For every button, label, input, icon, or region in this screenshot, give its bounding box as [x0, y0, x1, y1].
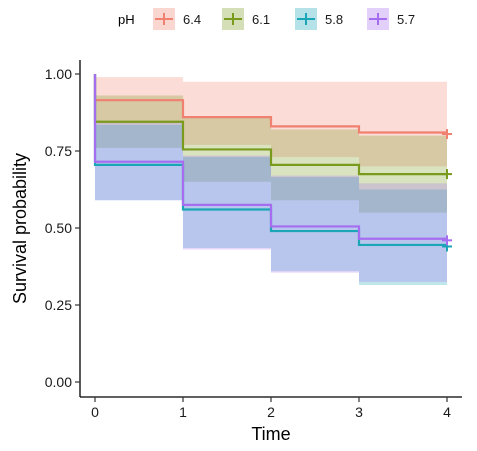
x-tick-label: 0 [91, 404, 99, 420]
curve-ph-6-1 [93, 74, 447, 176]
legend-title: pH [118, 12, 135, 27]
legend-label-ph-6-1: 6.1 [252, 12, 270, 27]
censor-marks [442, 129, 452, 252]
y-tick-label: 0.25 [45, 297, 72, 313]
legend-item-ph-6-4: 6.4 [153, 8, 201, 30]
legend: pH 6.4 6.1 5.8 5.7 [118, 8, 415, 30]
x-tick-label: 3 [355, 404, 363, 420]
y-tick-label: 1.00 [45, 66, 72, 82]
axes: 0 1 2 3 4 0.00 0.25 0.50 0.75 1.00 [45, 60, 462, 420]
x-tick-label: 2 [267, 404, 275, 420]
y-tick-label: 0.50 [45, 220, 72, 236]
x-tick-label: 4 [443, 404, 451, 420]
legend-label-ph-5-8: 5.8 [325, 12, 343, 27]
y-axis-title: Survival probability [10, 153, 30, 304]
legend-item-ph-6-1: 6.1 [222, 8, 270, 30]
legend-item-ph-5-7: 5.7 [367, 8, 415, 30]
censor-mark-ph-5-7 [442, 235, 452, 246]
censor-mark-ph-6-4 [442, 129, 452, 140]
confidence-bands [95, 77, 447, 285]
curve-ph-5-7 [93, 74, 447, 240]
y-tick-label: 0.75 [45, 143, 72, 159]
legend-label-ph-5-7: 5.7 [397, 12, 415, 27]
y-tick-label: 0.00 [45, 374, 72, 390]
survival-curves [93, 74, 447, 247]
x-axis-title: Time [251, 424, 290, 444]
curve-ph-6-4 [93, 74, 447, 134]
legend-items: 6.4 6.1 5.8 5.7 [153, 8, 415, 30]
x-tick-label: 1 [179, 404, 187, 420]
legend-label-ph-6-4: 6.4 [183, 12, 201, 27]
censor-mark-ph-6-1 [442, 169, 452, 180]
legend-item-ph-5-8: 5.8 [295, 8, 343, 30]
